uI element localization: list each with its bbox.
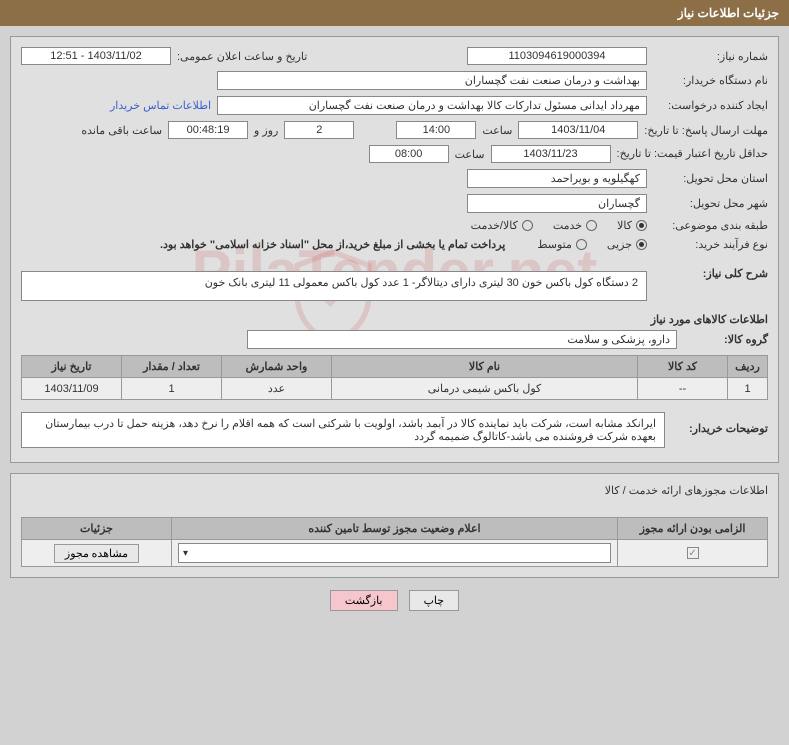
delivery-province: کهگیلویه و بویراحمد [467, 169, 647, 188]
cell-code: -- [638, 378, 728, 400]
row-goods-group: گروه کالا: دارو، پزشکی و سلامت [21, 330, 768, 349]
cell-status: ▾ [172, 540, 618, 567]
price-time: 08:00 [369, 145, 449, 163]
price-validity-label: حداقل تاریخ اعتبار قیمت: تا تاریخ: [617, 147, 768, 161]
overview-label: شرح کلی نیاز: [653, 267, 768, 280]
row-overview: شرح کلی نیاز: 2 دستگاه کول باکس خون 30 ل… [21, 267, 768, 305]
row-buyer-org: نام دستگاه خریدار: بهداشت و درمان صنعت ن… [21, 71, 768, 90]
row-buyer-notes: توضیحات خریدار: ایرانکد مشابه است، شرکت … [21, 408, 768, 452]
auth-panel: اطلاعات مجوزهای ارائه خدمت / کالا الزامی… [10, 473, 779, 578]
buyer-org-value: بهداشت و درمان صنعت نفت گچساران [217, 71, 647, 90]
view-auth-button[interactable]: مشاهده مجوز [54, 544, 139, 563]
row-delivery-city: شهر محل تحویل: گچساران [21, 194, 768, 213]
time-label-2: ساعت [455, 148, 485, 161]
th-details: جزئیات [22, 518, 172, 540]
delivery-city: گچساران [467, 194, 647, 213]
goods-table: ردیف کد کالا نام کالا واحد شمارش تعداد /… [21, 355, 768, 400]
cell-qty: 1 [122, 378, 222, 400]
category-label: طبقه بندی موضوعی: [653, 219, 768, 232]
overview-text: 2 دستگاه کول باکس خون 30 لیتری دارای دیت… [21, 271, 647, 301]
print-button[interactable]: چاپ [409, 590, 460, 611]
days-count: 2 [284, 121, 354, 139]
delivery-city-label: شهر محل تحویل: [653, 197, 768, 210]
cell-name: کول باکس شیمی درمانی [332, 378, 638, 400]
main-panel: PilaTender.net شماره نیاز: 1103094619000… [10, 36, 779, 463]
days-word: روز و [254, 124, 278, 137]
mandatory-checkbox[interactable]: ✓ [687, 547, 699, 559]
radio-medium[interactable]: متوسط [537, 238, 587, 251]
countdown: 00:48:19 [168, 121, 248, 139]
cell-idx: 1 [728, 378, 768, 400]
buyer-contact-link[interactable]: اطلاعات تماس خریدار [110, 99, 211, 112]
announce-label: تاریخ و ساعت اعلان عمومی: [177, 50, 307, 63]
buyer-org-label: نام دستگاه خریدار: [653, 74, 768, 87]
th-row: ردیف [728, 356, 768, 378]
auth-row: ✓ ▾ مشاهده مجوز [22, 540, 768, 567]
chevron-down-icon: ▾ [183, 548, 188, 559]
row-requester: ایجاد کننده درخواست: مهرداد ایدانی مسئول… [21, 96, 768, 115]
auth-table: الزامی بودن ارائه مجوز اعلام وضعیت مجوز … [21, 517, 768, 567]
cell-date: 1403/11/09 [22, 378, 122, 400]
goods-section-title: اطلاعات کالاهای مورد نیاز [21, 313, 768, 326]
th-name: نام کالا [332, 356, 638, 378]
row-process: نوع فرآیند خرید: جزیی متوسط پرداخت تمام … [21, 238, 768, 251]
row-need-number: شماره نیاز: 1103094619000394 تاریخ و ساع… [21, 47, 768, 65]
th-qty: تعداد / مقدار [122, 356, 222, 378]
requester-value: مهرداد ایدانی مسئول تدارکات کالا بهداشت … [217, 96, 647, 115]
buttons-row: چاپ بازگشت [0, 590, 789, 611]
radio-partial[interactable]: جزیی [607, 238, 647, 251]
radio-service[interactable]: خدمت [553, 219, 597, 232]
requester-label: ایجاد کننده درخواست: [653, 99, 768, 112]
time-label-1: ساعت [482, 124, 512, 137]
radio-goods-service[interactable]: کالا/خدمت [471, 219, 533, 232]
th-unit: واحد شمارش [222, 356, 332, 378]
cell-details: مشاهده مجوز [22, 540, 172, 567]
return-button[interactable]: بازگشت [330, 590, 398, 611]
status-select[interactable]: ▾ [178, 543, 611, 563]
page-title: جزئیات اطلاعات نیاز [678, 6, 779, 20]
auth-section-title: اطلاعات مجوزهای ارائه خدمت / کالا [21, 484, 768, 497]
page-header: جزئیات اطلاعات نیاز [0, 0, 789, 26]
payment-note: پرداخت تمام یا بخشی از مبلغ خرید،از محل … [160, 238, 505, 251]
cell-mandatory: ✓ [618, 540, 768, 567]
row-reply-deadline: مهلت ارسال پاسخ: تا تاریخ: 1403/11/04 سا… [21, 121, 768, 139]
buyer-notes-label: توضیحات خریدار: [673, 408, 768, 435]
reply-date: 1403/11/04 [518, 121, 638, 139]
radio-goods[interactable]: کالا [617, 219, 647, 232]
th-date: تاریخ نیاز [22, 356, 122, 378]
remaining-label: ساعت باقی مانده [81, 124, 162, 137]
need-number-label: شماره نیاز: [653, 50, 768, 63]
need-number-value: 1103094619000394 [467, 47, 647, 65]
buyer-notes-text: ایرانکد مشابه است، شرکت باید نماینده کال… [21, 412, 665, 448]
th-mandatory: الزامی بودن ارائه مجوز [618, 518, 768, 540]
row-delivery-province: استان محل تحویل: کهگیلویه و بویراحمد [21, 169, 768, 188]
row-price-validity: حداقل تاریخ اعتبار قیمت: تا تاریخ: 1403/… [21, 145, 768, 163]
goods-group: دارو، پزشکی و سلامت [247, 330, 677, 349]
delivery-province-label: استان محل تحویل: [653, 172, 768, 185]
goods-group-label: گروه کالا: [683, 333, 768, 346]
cell-unit: عدد [222, 378, 332, 400]
row-category: طبقه بندی موضوعی: کالا خدمت کالا/خدمت [21, 219, 768, 232]
th-code: کد کالا [638, 356, 728, 378]
price-date: 1403/11/23 [491, 145, 611, 163]
reply-time: 14:00 [396, 121, 476, 139]
announce-value: 1403/11/02 - 12:51 [21, 47, 171, 65]
th-status: اعلام وضعیت مجوز توسط تامین کننده [172, 518, 618, 540]
process-label: نوع فرآیند خرید: [653, 238, 768, 251]
table-row: 1 -- کول باکس شیمی درمانی عدد 1 1403/11/… [22, 378, 768, 400]
reply-deadline-label: مهلت ارسال پاسخ: تا تاریخ: [644, 124, 768, 137]
